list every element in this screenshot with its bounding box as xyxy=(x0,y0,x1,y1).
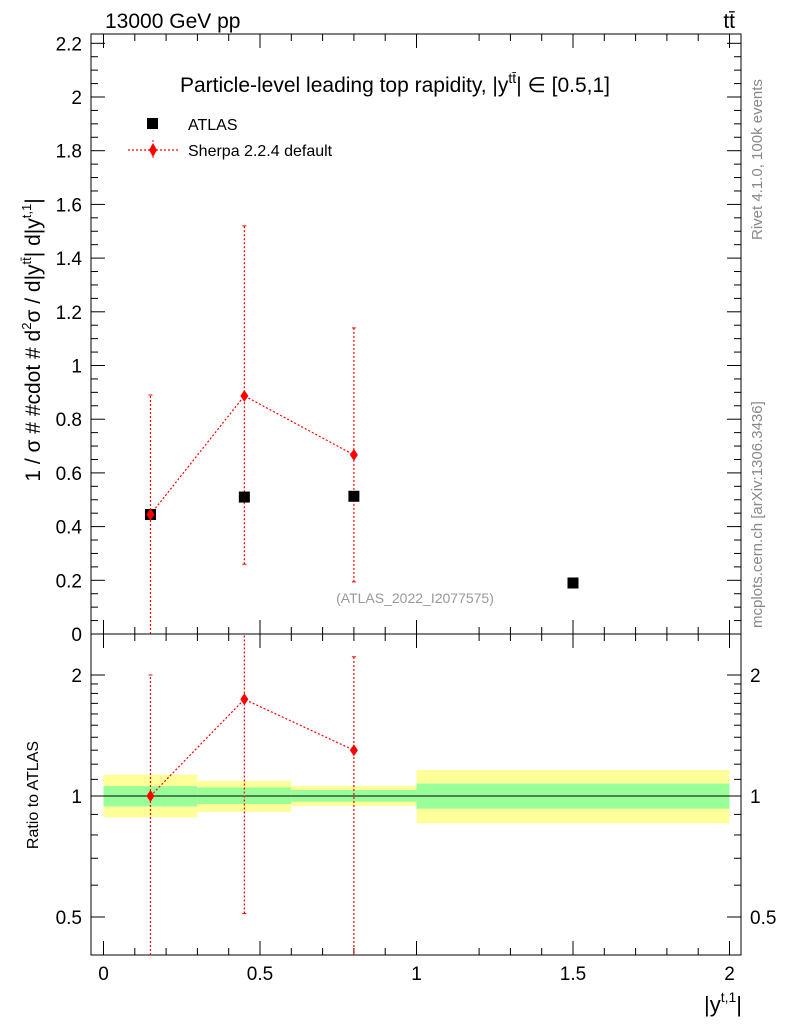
ylabel-sup-tt: tt̄ xyxy=(19,257,34,265)
sherpa-point-overlay xyxy=(146,508,155,521)
x-tick-label: 1.5 xyxy=(560,964,586,985)
atlas-point xyxy=(348,490,360,502)
plot-title-tail: | ∈ [0.5,1] xyxy=(516,74,610,97)
ratio-y-tick-label: 0.5 xyxy=(56,908,82,929)
ratio-y-tick-label-right: 1 xyxy=(750,787,761,808)
ratio-sherpa-point xyxy=(240,693,249,706)
main-x-axis-ticks xyxy=(103,34,730,634)
ratio-sherpa-series xyxy=(146,634,358,955)
atlas-series xyxy=(144,490,579,589)
y-tick-label: 0.6 xyxy=(56,464,82,485)
ratio-y-tick-label-right: 0.5 xyxy=(750,908,776,929)
sherpa-series xyxy=(146,225,358,634)
ylabel-sup-2: 2 xyxy=(19,323,34,330)
ratio-plot-panel: 0.5 0.5 1 1 2 2 0 0.5 1 1.5 2 Ratio to ATLAS |yt,… xyxy=(25,633,777,1017)
y-tick-label: 1 xyxy=(71,357,82,378)
ratio-x-axis: 0 0.5 1 1.5 2 xyxy=(98,634,735,985)
main-plot-panel: 0 0.2 0.4 0.6 0.8 1 1.2 1.4 1.6 1.8 2 2.2 Particle-… xyxy=(19,33,742,646)
legend-sherpa-marker xyxy=(149,143,157,157)
ylabel-end: | xyxy=(22,198,45,203)
main-y-axis-label: 1 / σ # #cdot # d2σ / d|ytt̄| d|yt,1| xyxy=(19,198,45,481)
x-tick-label: 0.5 xyxy=(247,964,273,985)
ratio-sherpa-point xyxy=(146,790,155,802)
y-tick-label: 1.8 xyxy=(56,142,82,163)
legend-atlas-label: ATLAS xyxy=(188,117,238,134)
main-y-axis: 0 0.2 0.4 0.6 0.8 1 1.2 1.4 1.6 1.8 2 2.2 xyxy=(56,34,741,646)
xlabel-sup: t,1 xyxy=(721,989,737,1005)
ratio-y-tick-label: 2 xyxy=(71,666,82,687)
mcplots-label: mcplots.cern.ch [arXiv:1306.3436] xyxy=(749,401,766,628)
ratio-y-axis: 0.5 0.5 1 1 2 2 xyxy=(56,666,777,929)
ylabel-mid: σ / d|y xyxy=(22,264,45,323)
ratio-y-tick-label-right: 2 xyxy=(750,666,761,687)
legend: ATLAS Sherpa 2.2.4 default xyxy=(128,117,333,160)
xlabel-main: |y xyxy=(704,992,721,1017)
ylabel-sup-t1: t,1 xyxy=(19,204,34,218)
x-axis-label: |yt,1| xyxy=(704,989,742,1017)
y-tick-label: 1.2 xyxy=(56,303,82,324)
ratio-sherpa-point xyxy=(349,744,358,757)
sherpa-point xyxy=(349,448,358,461)
sherpa-point xyxy=(240,389,249,402)
y-tick-label: 2.2 xyxy=(56,34,82,55)
y-tick-label: 1.6 xyxy=(56,195,82,216)
legend-sherpa-label: Sherpa 2.2.4 default xyxy=(188,143,333,160)
y-tick-label: 0.2 xyxy=(56,571,82,592)
plot-title: Particle-level leading top rapidity, |yt… xyxy=(180,70,610,97)
x-tick-label: 2 xyxy=(724,964,735,985)
y-tick-label: 2 xyxy=(71,88,82,109)
plot-title-main: Particle-level leading top rapidity, |y xyxy=(180,74,509,97)
x-tick-label: 1 xyxy=(411,964,422,985)
rivet-label: Rivet 4.1.0, 100k events xyxy=(749,79,766,240)
x-tick-label: 0 xyxy=(98,964,109,985)
sherpa-line xyxy=(149,395,355,515)
energy-label: 13000 GeV pp xyxy=(105,10,240,33)
xlabel-end: | xyxy=(736,992,742,1017)
legend-atlas-marker xyxy=(147,118,158,129)
ratio-uncertainty-bands xyxy=(103,770,730,824)
ylabel-main: 1 / σ # #cdot # d xyxy=(22,330,45,482)
analysis-watermark: (ATLAS_2022_I2077575) xyxy=(336,590,494,606)
y-tick-label: 0 xyxy=(71,625,82,646)
y-tick-label: 0.8 xyxy=(56,410,82,431)
ratio-y-tick-label: 1 xyxy=(71,787,82,808)
plot-title-sup: tt̄ xyxy=(508,70,516,86)
y-tick-label: 1.4 xyxy=(56,249,83,270)
process-label: tt̄ xyxy=(723,10,735,33)
ratio-y-axis-label: Ratio to ATLAS xyxy=(25,741,42,849)
ratio-sherpa-line xyxy=(150,698,355,797)
atlas-point xyxy=(567,577,579,589)
ylabel-mid2: | d|y xyxy=(22,218,45,257)
y-tick-label: 0.4 xyxy=(56,518,83,539)
atlas-point xyxy=(238,491,250,503)
